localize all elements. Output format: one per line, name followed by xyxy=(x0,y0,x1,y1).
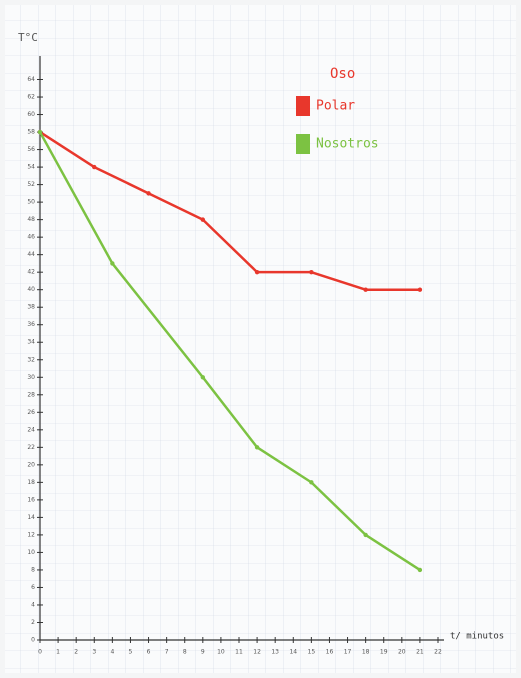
x-tick-label: 1 xyxy=(56,649,60,656)
x-tick-label: 15 xyxy=(308,649,316,656)
x-tick-label: 21 xyxy=(416,649,424,656)
x-tick-label: 14 xyxy=(289,649,297,656)
y-tick-label: 16 xyxy=(27,496,35,503)
x-tick-label: 12 xyxy=(253,649,261,656)
x-tick-label: 16 xyxy=(326,649,334,656)
y-tick-label: 10 xyxy=(27,549,35,556)
point xyxy=(363,532,368,538)
x-tick-label: 4 xyxy=(110,649,114,656)
point xyxy=(200,375,206,380)
y-tick-label: 26 xyxy=(27,409,35,416)
y-tick-label: 40 xyxy=(27,286,35,293)
y-tick-label: 44 xyxy=(27,251,35,258)
x-tick-label: 20 xyxy=(398,649,406,656)
y-tick-label: 4 xyxy=(31,601,35,608)
y-tick-label: 12 xyxy=(27,531,35,538)
y-tick-label: 6 xyxy=(31,584,35,591)
legend-swatch xyxy=(296,134,310,154)
point xyxy=(417,287,423,292)
y-tick-label: 58 xyxy=(27,129,35,136)
point xyxy=(254,445,260,450)
point xyxy=(254,269,260,275)
y-tick-label: 8 xyxy=(31,566,35,573)
y-tick-label: 52 xyxy=(27,181,35,188)
paper-grid xyxy=(5,5,516,673)
x-tick-label: 11 xyxy=(235,649,243,656)
y-tick-label: 28 xyxy=(27,391,35,398)
x-tick-label: 22 xyxy=(434,649,442,656)
x-tick-label: 18 xyxy=(362,649,370,656)
y-tick-label: 60 xyxy=(27,111,35,118)
legend-swatch xyxy=(296,96,310,116)
x-tick-label: 2 xyxy=(74,649,78,656)
x-axis-label: t/ minutos xyxy=(450,632,504,642)
y-tick-label: 62 xyxy=(27,94,35,101)
x-tick-label: 6 xyxy=(147,649,151,656)
x-tick-label: 17 xyxy=(344,649,352,656)
x-tick-label: 13 xyxy=(271,649,279,656)
y-tick-label: 18 xyxy=(27,479,35,486)
y-tick-label: 38 xyxy=(27,304,35,311)
y-tick-label: 32 xyxy=(27,356,35,363)
point xyxy=(37,129,43,135)
point xyxy=(92,164,97,170)
point xyxy=(146,191,151,196)
y-tick-label: 30 xyxy=(27,374,35,381)
point xyxy=(200,217,206,222)
point xyxy=(417,567,423,573)
x-tick-label: 19 xyxy=(380,649,388,656)
point xyxy=(309,269,314,275)
x-tick-label: 7 xyxy=(165,649,169,656)
point xyxy=(309,480,314,485)
y-tick-label: 36 xyxy=(27,321,35,328)
x-tick-label: 0 xyxy=(38,649,42,656)
x-tick-label: 5 xyxy=(129,649,133,656)
y-tick-label: 20 xyxy=(27,461,35,468)
y-tick-label: 0 xyxy=(31,637,35,644)
y-axis-label: T°C xyxy=(18,31,38,44)
y-tick-label: 50 xyxy=(27,199,35,206)
x-tick-label: 10 xyxy=(217,649,225,656)
y-tick-label: 48 xyxy=(27,216,35,223)
y-tick-label: 42 xyxy=(27,269,35,276)
y-tick-label: 64 xyxy=(27,76,35,83)
series-line xyxy=(39,131,420,291)
y-tick-label: 2 xyxy=(31,619,35,626)
y-tick-label: 24 xyxy=(27,426,35,433)
x-tick-label: 8 xyxy=(183,649,187,656)
y-tick-label: 34 xyxy=(27,339,35,346)
y-tick-label: 46 xyxy=(27,234,35,241)
y-tick-label: 14 xyxy=(27,514,35,521)
y-tick-label: 22 xyxy=(27,444,35,451)
x-tick-label: 3 xyxy=(92,649,96,656)
point xyxy=(363,287,368,292)
y-tick-label: 54 xyxy=(27,164,35,171)
y-tick-label: 56 xyxy=(27,146,35,153)
legend-title: Oso xyxy=(330,66,355,82)
legend-label: Polar xyxy=(316,99,355,114)
legend-label: Nosotros xyxy=(316,137,379,152)
x-tick-label: 9 xyxy=(201,649,205,656)
point xyxy=(110,261,115,266)
